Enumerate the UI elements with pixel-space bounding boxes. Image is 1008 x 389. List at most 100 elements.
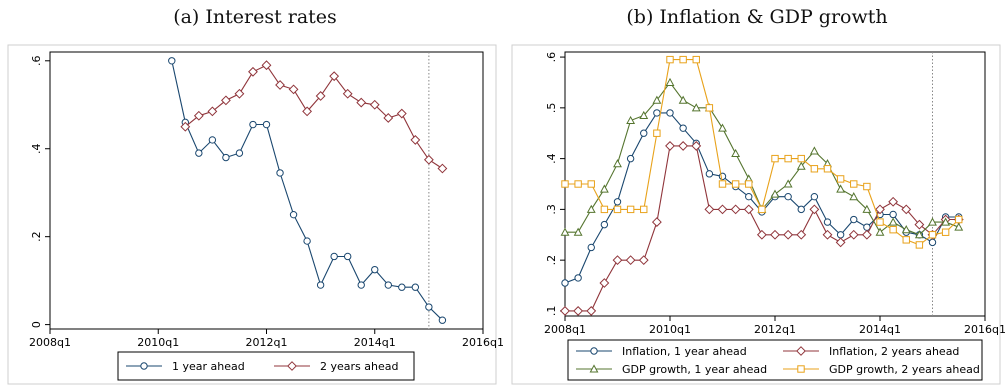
data-point [561, 180, 569, 188]
y-tick-label: .6 [30, 56, 43, 67]
data-point [640, 129, 648, 137]
data-point [613, 198, 622, 206]
data-point [651, 217, 662, 227]
data-point [679, 55, 687, 64]
data-point [718, 123, 727, 132]
data-point [836, 231, 845, 239]
data-point [902, 236, 910, 244]
y-tick-label: .4 [545, 153, 558, 164]
data-point [955, 215, 963, 224]
data-point [888, 196, 899, 207]
data-point [835, 237, 846, 248]
data-point [901, 204, 912, 215]
data-point [276, 169, 284, 177]
legend-marker [287, 361, 297, 371]
data-point [928, 231, 937, 239]
data-point [438, 316, 447, 324]
data-point [626, 154, 635, 163]
data-point [573, 227, 583, 236]
y-tick-label: .3 [545, 204, 558, 215]
data-point [234, 88, 245, 99]
data-point [639, 110, 649, 119]
data-point [928, 217, 937, 226]
x-tick-label: 2012q1 [246, 336, 288, 349]
legend-item: GDP growth, 2 years ahead [783, 363, 980, 376]
data-point [889, 210, 897, 219]
panel-b-title: (b) Inflation & GDP growth [626, 6, 888, 28]
y-tick-label: .4 [30, 143, 43, 154]
data-point [771, 154, 779, 163]
data-point [849, 192, 859, 201]
y-tick-label: 0 [30, 321, 43, 328]
data-point [653, 109, 661, 117]
data-point [797, 154, 805, 163]
data-point [599, 278, 610, 288]
data-point [901, 225, 911, 234]
data-point [861, 229, 872, 240]
data-point [730, 204, 741, 215]
data-point [369, 99, 380, 110]
x-tick-label: 2008q1 [544, 323, 586, 336]
data-point [193, 110, 204, 121]
data-point [717, 204, 728, 215]
data-point [289, 210, 298, 219]
y-tick-label: .2 [545, 255, 558, 266]
data-point [586, 204, 596, 213]
data-point [758, 205, 766, 214]
data-point [836, 175, 845, 183]
data-point [600, 220, 609, 229]
data-point [383, 113, 394, 123]
data-point [863, 182, 871, 191]
panel-a-title: (a) Interest rates [173, 6, 337, 28]
data-point [626, 115, 636, 125]
x-tick-label: 2016q1 [462, 336, 504, 349]
data-point [836, 184, 846, 193]
y-tick-label: .2 [30, 231, 43, 242]
data-point [612, 255, 623, 266]
data-point [745, 192, 753, 201]
data-point [248, 66, 258, 77]
data-point [600, 205, 609, 214]
data-point [207, 106, 218, 117]
legend-label: 2 years ahead [320, 360, 398, 373]
x-tick-label: 2010q1 [649, 323, 691, 336]
data-point [692, 55, 700, 64]
data-point [613, 205, 622, 214]
data-point [743, 204, 754, 215]
data-point [599, 184, 609, 193]
legend-item: Inflation, 1 year ahead [576, 345, 747, 358]
data-point [560, 306, 570, 316]
data-point [914, 219, 925, 230]
data-point [275, 80, 285, 90]
data-point [678, 95, 688, 104]
data-point [330, 252, 338, 261]
panel-a: 0 .2 .4 .6 2008q1 2010q1 2012q1 2014q1 2016q1 1 y… [7, 44, 504, 385]
data-point [384, 281, 392, 289]
series-1-year-ahead [168, 57, 447, 324]
data-point [797, 205, 805, 214]
data-point [573, 306, 584, 316]
data-point [626, 205, 635, 214]
legend-box [567, 339, 983, 381]
data-point [928, 238, 937, 247]
data-point [342, 88, 353, 99]
data-point [796, 161, 806, 170]
legend-marker [589, 364, 599, 373]
data-point [914, 230, 924, 239]
legend-marker [590, 347, 598, 355]
data-point [783, 179, 793, 188]
data-point [941, 217, 951, 226]
data-point [691, 141, 702, 151]
legend-item: GDP growth, 1 year ahead [576, 363, 767, 376]
x-tick-label: 2010q1 [137, 336, 179, 349]
x-tick-label: 2016q1 [964, 323, 1006, 336]
legend-label: GDP growth, 1 year ahead [622, 363, 767, 376]
data-point [398, 283, 406, 291]
data-point [302, 106, 313, 117]
data-point [810, 192, 819, 201]
data-point [666, 109, 674, 117]
data-point [640, 205, 648, 214]
data-point [288, 84, 299, 95]
data-point [423, 154, 434, 165]
